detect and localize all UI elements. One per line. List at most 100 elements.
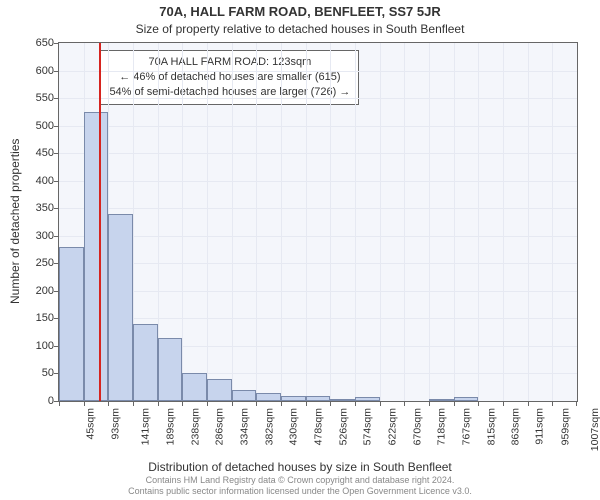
y-tick-label: 400 (14, 175, 54, 187)
x-tick-label: 526sqm (337, 408, 349, 445)
gridline-horizontal (59, 98, 577, 99)
x-tick-mark (478, 401, 479, 406)
x-tick-mark (281, 401, 282, 406)
y-tick-mark (54, 43, 59, 44)
x-tick-label: 767sqm (460, 408, 472, 445)
x-tick-label: 93sqm (109, 408, 121, 440)
histogram-bar (108, 214, 133, 401)
x-tick-mark (59, 401, 60, 406)
x-tick-label: 670sqm (411, 408, 423, 445)
y-tick-mark (54, 71, 59, 72)
gridline-vertical (355, 43, 356, 401)
y-tick-mark (54, 126, 59, 127)
x-tick-mark (158, 401, 159, 406)
x-tick-mark (503, 401, 504, 406)
x-tick-mark (355, 401, 356, 406)
y-tick-label: 450 (14, 147, 54, 159)
y-tick-label: 50 (14, 367, 54, 379)
histogram-bar (281, 396, 306, 402)
x-tick-label: 334sqm (238, 408, 250, 445)
x-tick-mark (552, 401, 553, 406)
y-tick-mark (54, 181, 59, 182)
x-tick-mark (429, 401, 430, 406)
x-tick-mark (84, 401, 85, 406)
histogram-bar (133, 324, 158, 401)
y-tick-label: 650 (14, 37, 54, 49)
chart-container: 70A, HALL FARM ROAD, BENFLEET, SS7 5JR S… (0, 0, 600, 500)
gridline-horizontal (59, 263, 577, 264)
gridline-vertical (182, 43, 183, 401)
gridline-vertical (380, 43, 381, 401)
annotation-line: ← 46% of detached houses are smaller (61… (109, 70, 350, 85)
gridline-vertical (528, 43, 529, 401)
x-tick-label: 238sqm (189, 408, 201, 445)
histogram-bar (158, 338, 183, 401)
x-tick-label: 863sqm (510, 408, 522, 445)
gridline-vertical (429, 43, 430, 401)
histogram-bar (256, 393, 281, 401)
y-tick-mark (54, 98, 59, 99)
x-tick-mark (133, 401, 134, 406)
x-tick-mark (232, 401, 233, 406)
x-tick-label: 382sqm (263, 408, 275, 445)
gridline-horizontal (59, 291, 577, 292)
histogram-bar (429, 399, 454, 401)
chart-title-sub: Size of property relative to detached ho… (0, 22, 600, 36)
y-tick-label: 550 (14, 92, 54, 104)
y-tick-mark (54, 236, 59, 237)
gridline-horizontal (59, 71, 577, 72)
y-tick-mark (54, 153, 59, 154)
x-tick-mark (330, 401, 331, 406)
gridline-vertical (503, 43, 504, 401)
gridline-horizontal (59, 208, 577, 209)
x-tick-mark (207, 401, 208, 406)
histogram-bar (182, 373, 207, 401)
histogram-bar (454, 397, 479, 401)
histogram-bar (232, 390, 257, 401)
x-tick-label: 815sqm (485, 408, 497, 445)
annotation-box: 70A HALL FARM ROAD: 123sqm← 46% of detac… (100, 50, 359, 105)
y-tick-mark (54, 208, 59, 209)
footer-line-2: Contains public sector information licen… (0, 486, 600, 497)
x-tick-mark (454, 401, 455, 406)
y-tick-label: 500 (14, 120, 54, 132)
x-tick-mark (380, 401, 381, 406)
x-tick-label: 574sqm (362, 408, 374, 445)
x-tick-mark (576, 401, 577, 406)
x-tick-label: 141sqm (140, 408, 152, 445)
chart-title-main: 70A, HALL FARM ROAD, BENFLEET, SS7 5JR (0, 4, 600, 19)
gridline-vertical (232, 43, 233, 401)
gridline-horizontal (59, 181, 577, 182)
y-tick-label: 300 (14, 230, 54, 242)
gridline-vertical (454, 43, 455, 401)
footer-line-1: Contains HM Land Registry data © Crown c… (0, 475, 600, 486)
gridline-vertical (207, 43, 208, 401)
x-tick-label: 911sqm (534, 408, 546, 445)
y-tick-label: 600 (14, 65, 54, 77)
x-tick-mark (182, 401, 183, 406)
histogram-bar (330, 399, 355, 401)
gridline-vertical (552, 43, 553, 401)
gridline-horizontal (59, 318, 577, 319)
gridline-horizontal (59, 153, 577, 154)
x-tick-mark (306, 401, 307, 406)
x-tick-label: 189sqm (164, 408, 176, 445)
y-tick-label: 150 (14, 312, 54, 324)
x-tick-label: 45sqm (85, 408, 97, 440)
y-tick-label: 250 (14, 257, 54, 269)
x-tick-label: 1007sqm (590, 408, 600, 451)
marker-line (99, 43, 101, 401)
histogram-bar (59, 247, 84, 401)
x-axis-label: Distribution of detached houses by size … (0, 460, 600, 474)
histogram-bar (84, 112, 109, 401)
annotation-line: 70A HALL FARM ROAD: 123sqm (109, 55, 350, 70)
x-tick-label: 286sqm (214, 408, 226, 445)
plot-area: 70A HALL FARM ROAD: 123sqm← 46% of detac… (58, 42, 578, 402)
gridline-horizontal (59, 236, 577, 237)
y-tick-label: 0 (14, 395, 54, 407)
histogram-bar (207, 379, 232, 401)
y-axis-label: Number of detached properties (8, 138, 22, 303)
gridline-vertical (281, 43, 282, 401)
gridline-vertical (306, 43, 307, 401)
gridline-vertical (256, 43, 257, 401)
